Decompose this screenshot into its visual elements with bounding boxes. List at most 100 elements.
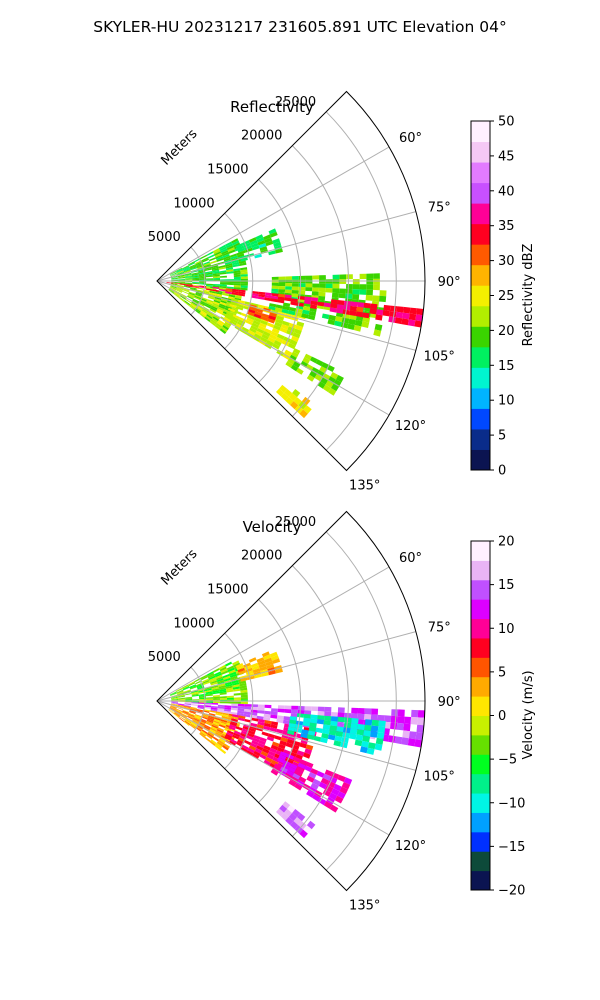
colorbar-swatch xyxy=(471,773,490,794)
echo-cell xyxy=(185,276,193,279)
echo-cell xyxy=(318,295,326,301)
colorbar-swatch xyxy=(471,696,490,716)
echo-cell xyxy=(298,290,306,295)
echo-cell xyxy=(291,286,299,291)
echo-cell xyxy=(283,302,291,307)
colorbar-tick-label: −10 xyxy=(498,796,525,811)
echo-cell xyxy=(253,333,262,340)
colorbar-swatch xyxy=(471,812,490,833)
echo-cell xyxy=(239,682,247,687)
echo-cell xyxy=(254,253,262,259)
echo-cell xyxy=(178,282,186,284)
echo-cell xyxy=(289,354,297,362)
echo-cell xyxy=(183,270,191,274)
echo-cell xyxy=(190,288,197,291)
echo-cell xyxy=(175,710,182,715)
echo-cell xyxy=(219,722,227,727)
echo-cell xyxy=(210,739,217,745)
echo-cell xyxy=(209,740,216,746)
echo-cell xyxy=(166,282,174,284)
echo-cell xyxy=(397,716,405,724)
echo-cell xyxy=(238,715,246,719)
echo-cell xyxy=(336,308,344,314)
echo-cell xyxy=(211,686,219,690)
echo-cell xyxy=(223,710,231,714)
echo-cell xyxy=(274,763,282,770)
echo-cell xyxy=(171,278,179,280)
echo-cell xyxy=(170,693,177,696)
range-tick-label: 10000 xyxy=(173,616,214,631)
echo-cell xyxy=(178,276,185,279)
echo-cell xyxy=(217,306,225,312)
echo-cell xyxy=(388,316,396,323)
echo-cell xyxy=(357,708,365,715)
echo-cell xyxy=(236,321,245,327)
echo-cell xyxy=(289,339,298,346)
echo-cell xyxy=(288,723,296,728)
echo-cell xyxy=(285,742,294,748)
azimuth-spoke xyxy=(156,146,390,282)
echo-cell xyxy=(330,299,338,305)
echo-cell xyxy=(320,737,328,744)
echo-cell xyxy=(220,300,227,304)
echo-cell xyxy=(206,283,213,286)
echo-cell xyxy=(347,323,355,330)
echo-cell xyxy=(394,317,403,325)
echo-cell xyxy=(190,303,197,308)
echo-cell xyxy=(183,267,190,271)
echo-cell xyxy=(268,670,276,676)
colorbar-swatch xyxy=(471,579,490,600)
echo-cell xyxy=(202,710,210,713)
echo-cell xyxy=(188,712,195,716)
echo-cell xyxy=(204,706,211,709)
echo-cell xyxy=(367,742,376,750)
echo-cell xyxy=(318,291,326,297)
echo-cell xyxy=(224,726,232,731)
echo-cell xyxy=(238,717,245,722)
echo-cell xyxy=(296,750,305,757)
echo-cell xyxy=(360,746,368,754)
echo-cell xyxy=(268,250,276,256)
echo-cell xyxy=(276,718,284,724)
echo-cell xyxy=(207,672,215,678)
echo-cell xyxy=(292,389,301,398)
echo-cell xyxy=(221,715,229,720)
echo-cell xyxy=(284,709,292,714)
echo-cell xyxy=(176,270,184,274)
echo-cell xyxy=(355,311,363,318)
echo-cell xyxy=(229,673,238,678)
echo-cell xyxy=(266,736,275,742)
echo-cell xyxy=(245,319,253,326)
echo-cell xyxy=(184,690,191,694)
colorbar-swatch xyxy=(471,754,490,775)
echo-cell xyxy=(269,303,277,308)
echo-cell xyxy=(283,749,291,756)
echo-cell xyxy=(270,714,278,719)
echo-cell xyxy=(269,651,278,658)
echo-cell xyxy=(190,723,197,728)
echo-cell xyxy=(230,711,238,716)
echo-cell xyxy=(280,751,288,757)
echo-cell xyxy=(193,717,200,722)
echo-cell xyxy=(214,298,221,302)
colorbar-tick-label: 30 xyxy=(498,254,515,269)
echo-cell xyxy=(264,297,272,302)
echo-cell xyxy=(285,396,294,405)
echo-cell xyxy=(288,307,297,312)
echo-cell xyxy=(259,737,267,743)
echo-cell xyxy=(176,689,184,693)
echo-cell xyxy=(285,276,293,280)
echo-cell xyxy=(288,779,297,787)
echo-cell xyxy=(269,334,277,340)
echo-cell xyxy=(258,663,267,669)
echo-cell xyxy=(225,265,233,269)
echo-cell xyxy=(192,719,199,724)
echo-region xyxy=(285,348,344,396)
echo-cell xyxy=(251,322,260,329)
echo-cell xyxy=(209,678,217,683)
echo-cell xyxy=(238,289,246,293)
echo-cell xyxy=(295,720,304,726)
echo-cell xyxy=(253,735,261,740)
echo-cell xyxy=(263,716,271,721)
echo-cell xyxy=(275,668,283,674)
